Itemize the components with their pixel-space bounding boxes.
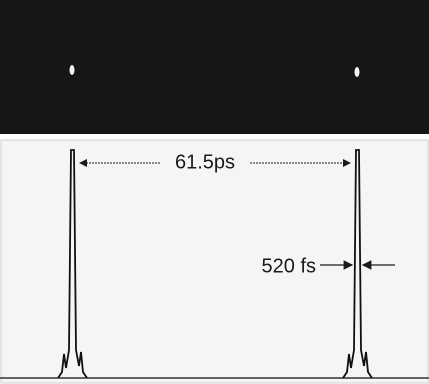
figure: 61.5ps 520 fs [0, 0, 429, 384]
streak-image [0, 0, 429, 134]
separation-label: 61.5ps [175, 151, 235, 173]
pulse-spot [70, 65, 75, 75]
pulse-width-label: 520 fs [262, 255, 316, 277]
trace-panel [1, 140, 428, 383]
pulse-spot [355, 67, 360, 77]
